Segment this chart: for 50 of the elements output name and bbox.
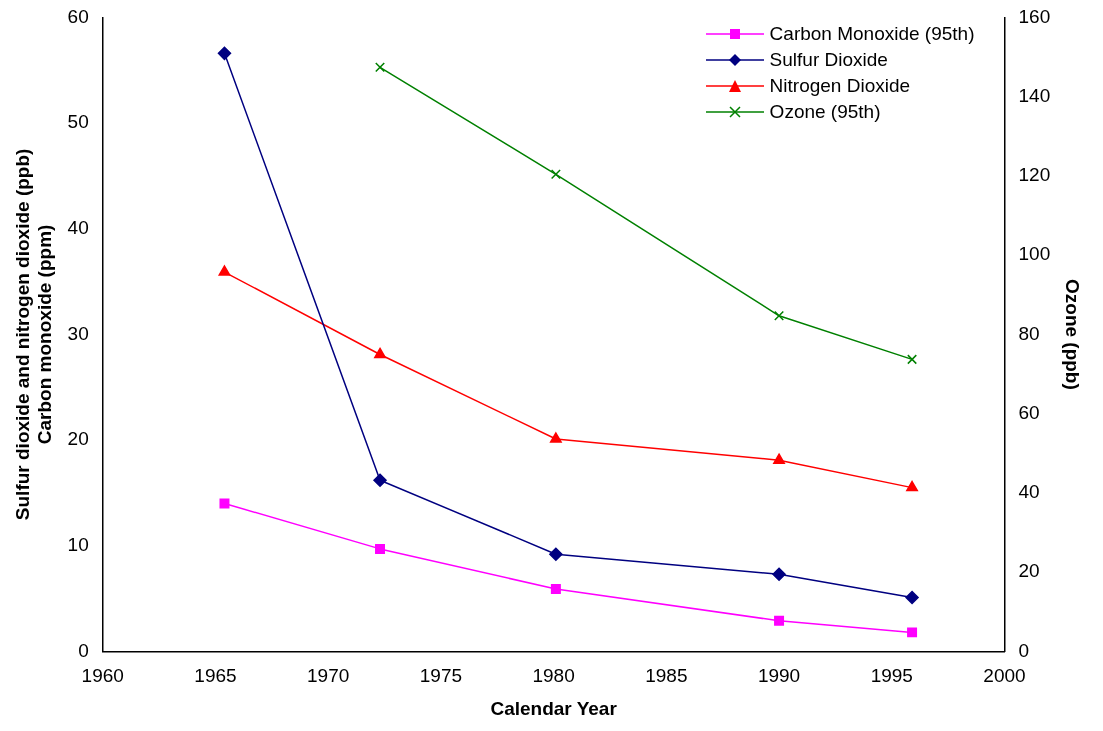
legend-label: Sulfur Dioxide bbox=[769, 48, 888, 73]
point bbox=[549, 432, 562, 443]
x-tick-label: 1995 bbox=[870, 665, 913, 687]
y2-tick-label: 80 bbox=[1018, 322, 1040, 344]
point bbox=[774, 615, 785, 626]
point bbox=[549, 547, 563, 561]
y2-tick-label: 60 bbox=[1018, 401, 1040, 423]
point bbox=[774, 310, 785, 321]
point bbox=[218, 265, 231, 276]
y-tick-label: 50 bbox=[67, 111, 89, 133]
y-tick-label: 10 bbox=[67, 533, 89, 555]
x-tick-label: 1960 bbox=[81, 665, 124, 687]
x-tick-label: 1970 bbox=[307, 665, 350, 687]
x-axis-title: Calendar Year bbox=[490, 697, 618, 719]
y-tick-label: 40 bbox=[67, 216, 89, 238]
point bbox=[373, 473, 387, 487]
point bbox=[550, 169, 561, 180]
point bbox=[907, 354, 918, 365]
legend-label: Ozone (95th) bbox=[769, 100, 881, 125]
y2-tick-label: 140 bbox=[1018, 84, 1051, 106]
point bbox=[550, 584, 561, 595]
point bbox=[375, 62, 386, 73]
x-tick-label: 1990 bbox=[757, 665, 801, 687]
y2-tick-label: 160 bbox=[1018, 5, 1051, 27]
y2-tick-label: 120 bbox=[1018, 164, 1051, 186]
x-tick-label: 1965 bbox=[194, 665, 237, 687]
legend-label: Nitrogen Dioxide bbox=[769, 74, 911, 99]
y-tick-label: 0 bbox=[78, 639, 89, 661]
point bbox=[907, 627, 918, 638]
point bbox=[772, 567, 786, 582]
y2-tick-label: 100 bbox=[1018, 243, 1051, 265]
point bbox=[906, 480, 919, 492]
point bbox=[905, 590, 919, 605]
y-tick-label: 20 bbox=[67, 428, 89, 450]
y2-tick-label: 0 bbox=[1018, 639, 1030, 661]
x-tick-label: 1985 bbox=[645, 665, 688, 687]
x-tick-label: 1980 bbox=[532, 665, 575, 687]
legend-label: Carbon Monoxide (95th) bbox=[769, 22, 975, 47]
x-tick-label: 2000 bbox=[983, 665, 1026, 687]
y2-axis-title: Ozone (ppb) bbox=[1062, 278, 1084, 390]
y-tick-label: 30 bbox=[67, 322, 89, 344]
x-tick-label: 1975 bbox=[419, 665, 463, 687]
y2-tick-label: 40 bbox=[1018, 481, 1040, 503]
point bbox=[375, 543, 386, 554]
y2-tick-label: 20 bbox=[1018, 560, 1040, 582]
point bbox=[773, 453, 785, 464]
point bbox=[374, 347, 386, 359]
y-tick-label: 60 bbox=[67, 5, 89, 27]
y-axis-title: Sulfur dioxide and nitrogen dioxide (ppb) Carbon monoxide (ppm) bbox=[11, 148, 56, 521]
point bbox=[219, 498, 230, 509]
